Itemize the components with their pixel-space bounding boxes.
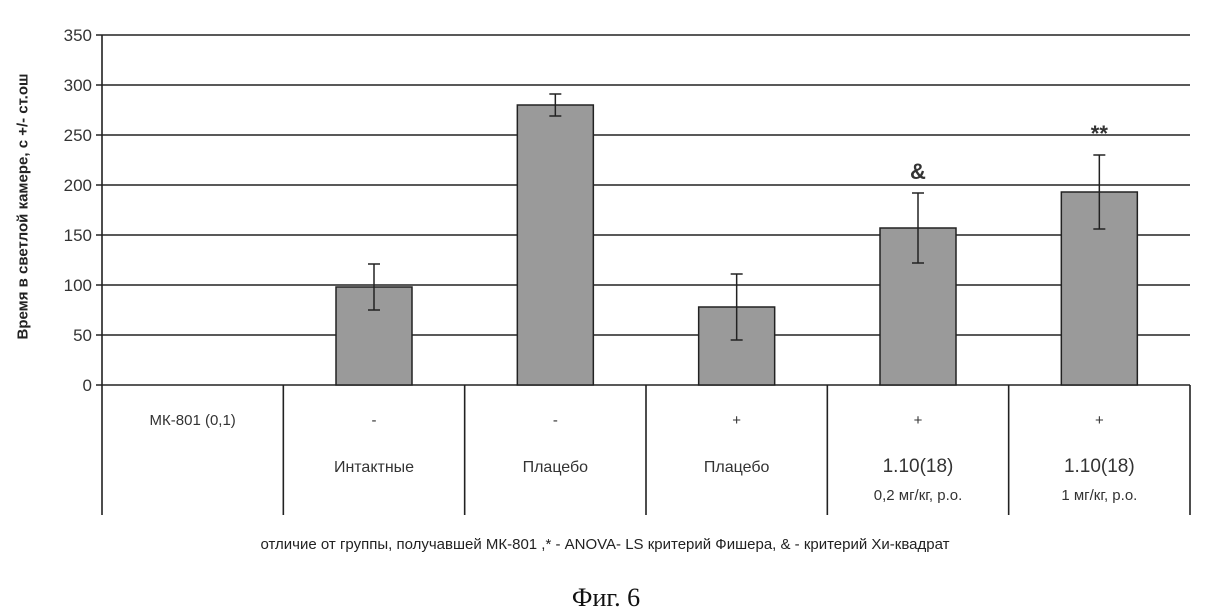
mk801-value: +: [914, 412, 923, 429]
category-label: 1.10(18): [1064, 456, 1135, 477]
mk801-value: -: [553, 412, 558, 429]
y-tick-label: 150: [64, 226, 92, 245]
y-tick-label: 200: [64, 176, 92, 195]
mk801-value: +: [732, 412, 741, 429]
dose-label: 1 мг/кг, p.o.: [1061, 487, 1137, 504]
footnote: отличие от группы, получавшей МК-801 ,* …: [260, 536, 950, 553]
row-header-mk801: МК-801 (0,1): [150, 412, 236, 429]
y-tick-label: 300: [64, 76, 92, 95]
dose-label: 0,2 мг/кг, p.o.: [874, 487, 963, 504]
significance-marker: &: [910, 159, 926, 184]
y-tick-label: 350: [64, 26, 92, 45]
category-label: Интактные: [334, 459, 414, 476]
significance-marker: **: [1091, 121, 1109, 146]
y-tick-label: 0: [83, 376, 92, 395]
category-label: Плацебо: [704, 459, 770, 476]
bar: [516, 104, 595, 386]
figure-label: Фиг. 6: [571, 583, 641, 612]
y-tick-label: 250: [64, 126, 92, 145]
y-axis-label: Время в светлой камере, с +/- ст.ош: [14, 73, 32, 340]
mk801-value: -: [372, 412, 377, 429]
y-tick-label: 50: [73, 326, 92, 345]
y-tick-label: 100: [64, 276, 92, 295]
mk801-value: +: [1095, 412, 1104, 429]
category-label: 1.10(18): [883, 456, 954, 477]
category-label: Плацебо: [523, 459, 589, 476]
